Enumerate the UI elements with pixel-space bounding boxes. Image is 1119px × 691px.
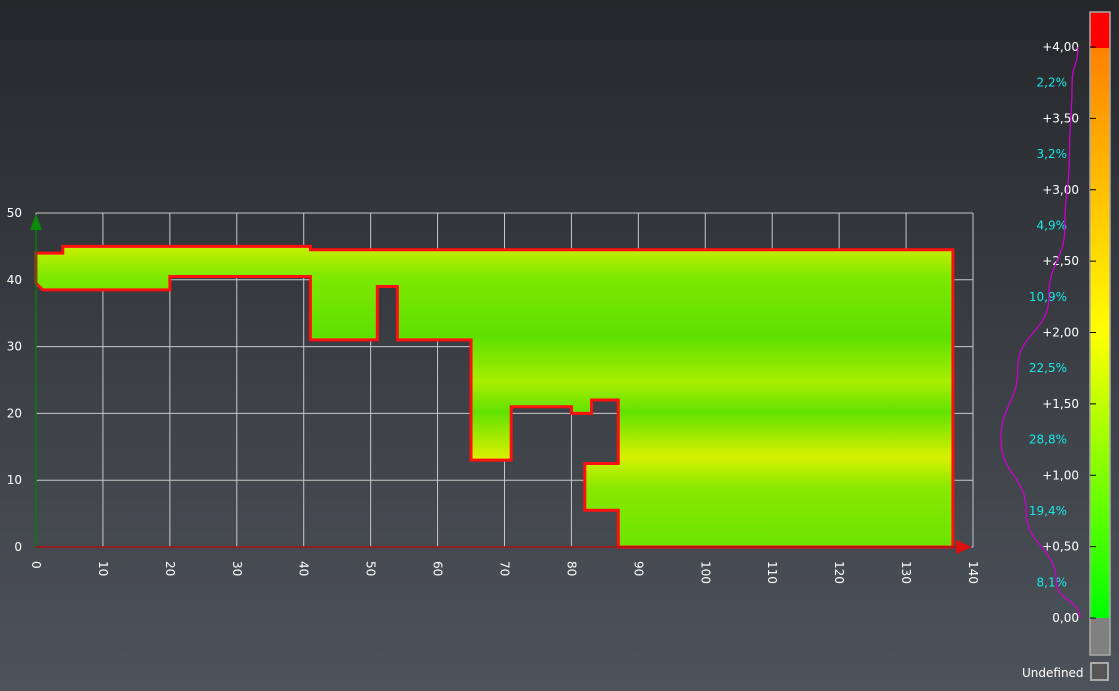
- below-range-swatch: [1090, 618, 1110, 655]
- x-tick-label: 40: [297, 561, 311, 576]
- x-tick-label: 100: [698, 561, 712, 584]
- x-tick-label: 90: [631, 561, 645, 576]
- undefined-color-swatch: [1090, 662, 1109, 681]
- scale-tick-label: +4,00: [1042, 40, 1079, 54]
- x-tick-label: 110: [765, 561, 779, 584]
- x-axis-arrow-icon: [956, 540, 972, 554]
- x-tick-label: 70: [498, 561, 512, 576]
- y-tick-label: 10: [7, 473, 22, 487]
- undefined-label: Undefined: [1022, 666, 1084, 680]
- x-tick-label: 20: [163, 561, 177, 576]
- scale-tick-label: +1,50: [1042, 397, 1079, 411]
- y-tick-label: 30: [7, 340, 22, 354]
- histogram-percent-label: 4,9%: [1037, 218, 1068, 232]
- histogram-percent-label: 8,1%: [1037, 575, 1068, 589]
- histogram-percent-label: 19,4%: [1029, 504, 1067, 518]
- histogram-percent-label: 22,5%: [1029, 361, 1067, 375]
- x-tick-label: 10: [96, 561, 110, 576]
- y-tick-label: 0: [14, 540, 22, 554]
- above-range-swatch: [1090, 12, 1110, 48]
- x-tick-label: 80: [564, 561, 578, 576]
- scale-tick-label: +2,00: [1042, 326, 1079, 340]
- histogram-percent-label: 10,9%: [1029, 290, 1067, 304]
- scale-tick-label: +1,00: [1042, 468, 1079, 482]
- histogram-percent-label: 2,2%: [1037, 76, 1068, 90]
- y-tick-label: 40: [7, 273, 22, 287]
- y-tick-label: 20: [7, 406, 22, 420]
- scale-tick-label: 0,00: [1052, 611, 1079, 625]
- color-scale-frame: [1089, 11, 1111, 656]
- histogram-percent-label: 3,2%: [1037, 147, 1068, 161]
- scale-tick-label: +3,50: [1042, 111, 1079, 125]
- deviation-surface: [34, 244, 955, 549]
- x-tick-label: 120: [832, 561, 846, 584]
- x-tick-label: 60: [431, 561, 445, 576]
- x-tick-label: 30: [230, 561, 244, 576]
- scale-tick-label: +3,00: [1042, 183, 1079, 197]
- scale-tick-label: +2,50: [1042, 254, 1079, 268]
- y-tick-label: 50: [7, 206, 22, 220]
- histogram-percent-label: 28,8%: [1029, 433, 1067, 447]
- x-tick-label: 50: [364, 561, 378, 576]
- scale-tick-label: +0,50: [1042, 540, 1079, 554]
- histogram-curve: [1000, 46, 1081, 619]
- y-axis-arrow-icon: [30, 214, 42, 230]
- x-tick-label: 0: [29, 561, 43, 569]
- x-tick-label: 130: [899, 561, 913, 584]
- x-tick-label: 140: [966, 561, 980, 584]
